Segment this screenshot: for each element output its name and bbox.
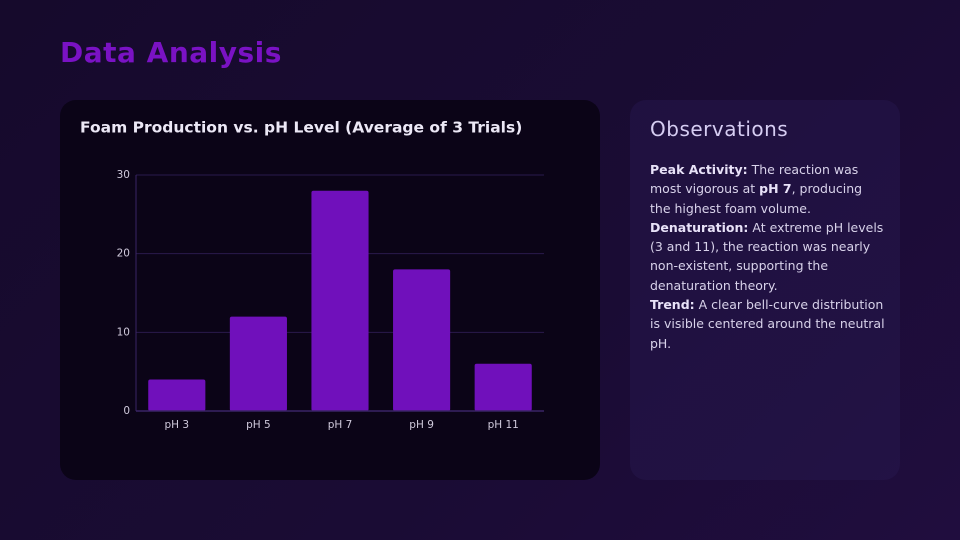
chart-title: Foam Production vs. pH Level (Average of…: [80, 119, 522, 137]
observation: Trend: A clear bell-curve distribution i…: [650, 295, 886, 353]
observation-text: A clear bell-curve distribution is visib…: [650, 297, 885, 351]
observation-text: At extreme pH levels (3 and 11), the rea…: [650, 219, 884, 293]
bar: [311, 190, 369, 411]
chart-card: Foam Production vs. pH Level (Average of…: [60, 100, 600, 480]
x-tick-label: pH 9: [409, 419, 434, 431]
x-tick-label: pH 11: [488, 419, 519, 431]
x-tick-label: pH 3: [165, 419, 190, 431]
x-tick-label: pH 5: [246, 419, 271, 431]
bar: [474, 363, 532, 411]
observations-body: Peak Activity: The reaction was most vig…: [650, 160, 886, 353]
observation-text: , producing the highest foam volume.: [650, 181, 863, 216]
y-tick-label: 10: [117, 326, 130, 338]
y-tick-label: 0: [123, 405, 130, 417]
chart: Foam Production vs. pH Level (Average of…: [80, 119, 544, 431]
observation-text: The reaction was most vigorous at: [650, 162, 859, 197]
observation-emphasis: pH 7: [759, 181, 792, 197]
bar: [148, 379, 206, 411]
x-tick-label: pH 7: [328, 419, 353, 431]
y-tick-label: 20: [117, 248, 130, 260]
observation-label: Peak Activity:: [650, 162, 748, 177]
observation: Peak Activity: The reaction was most vig…: [650, 160, 886, 218]
observations-card: Observations Peak Activity: The reaction…: [630, 100, 900, 480]
bar: [229, 316, 287, 411]
observations-title: Observations: [650, 117, 789, 141]
slide-title: Data Analysis: [60, 36, 282, 69]
observation-label: Trend:: [650, 297, 695, 313]
observation-label: Denaturation:: [650, 219, 749, 235]
bar: [393, 269, 451, 411]
y-tick-label: 30: [117, 169, 130, 181]
observation: Denaturation: At extreme pH levels (3 an…: [650, 218, 886, 295]
